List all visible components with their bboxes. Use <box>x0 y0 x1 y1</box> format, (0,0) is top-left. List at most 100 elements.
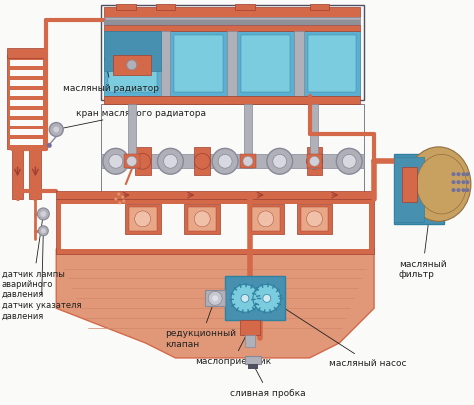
Circle shape <box>122 200 125 203</box>
Bar <box>9 140 43 146</box>
Text: датчик лампы
аварийного
давления: датчик лампы аварийного давления <box>1 217 64 298</box>
Circle shape <box>456 181 460 185</box>
Circle shape <box>37 209 49 220</box>
Bar <box>104 18 360 26</box>
Bar <box>9 130 43 136</box>
Text: маслоприемник: маслоприемник <box>195 331 272 365</box>
Bar <box>125 205 161 234</box>
Circle shape <box>41 229 46 234</box>
Circle shape <box>194 154 210 170</box>
Circle shape <box>40 211 46 217</box>
Circle shape <box>53 127 59 133</box>
Bar <box>248 364 258 369</box>
Circle shape <box>307 211 322 227</box>
Circle shape <box>452 189 456 193</box>
Bar <box>308 36 356 92</box>
Circle shape <box>462 189 465 193</box>
Text: масляный насос: масляный насос <box>279 305 407 367</box>
Bar <box>9 91 43 96</box>
Circle shape <box>310 157 319 167</box>
Bar <box>135 148 151 176</box>
Bar <box>297 205 332 234</box>
Ellipse shape <box>417 155 466 214</box>
Bar <box>104 21 360 26</box>
Circle shape <box>127 61 137 71</box>
Bar <box>29 150 41 200</box>
Circle shape <box>109 155 123 169</box>
Bar <box>113 56 151 76</box>
Bar <box>394 155 444 224</box>
Bar <box>56 200 374 254</box>
Circle shape <box>164 155 177 169</box>
Circle shape <box>267 149 292 175</box>
Bar <box>248 205 283 234</box>
Text: масляный
фильтр: масляный фильтр <box>399 224 447 278</box>
Bar <box>194 148 210 176</box>
Circle shape <box>47 143 52 149</box>
Bar <box>101 104 364 203</box>
Bar <box>240 320 260 335</box>
Text: редукционный
клапан: редукционный клапан <box>165 301 237 347</box>
Bar <box>227 32 237 96</box>
Text: кран масляного радиатора: кран масляного радиатора <box>59 108 206 130</box>
Circle shape <box>258 211 274 227</box>
Bar <box>310 5 329 11</box>
Circle shape <box>465 173 469 177</box>
Bar <box>293 32 303 96</box>
Bar <box>61 205 369 249</box>
Text: датчик указателя
давления: датчик указателя давления <box>1 234 81 320</box>
Bar <box>104 96 360 104</box>
Bar <box>101 6 364 100</box>
Circle shape <box>465 181 469 185</box>
Bar <box>9 120 43 126</box>
Bar <box>9 111 43 116</box>
Text: сливная пробка: сливная пробка <box>230 367 306 397</box>
Text: масляный радиатор: масляный радиатор <box>63 59 159 93</box>
Bar <box>245 335 255 347</box>
Circle shape <box>212 149 238 175</box>
Circle shape <box>243 157 253 167</box>
Bar <box>235 5 255 11</box>
Circle shape <box>231 285 259 313</box>
Circle shape <box>103 149 129 175</box>
Bar <box>104 32 161 96</box>
Bar <box>129 207 156 231</box>
Circle shape <box>273 155 287 169</box>
Bar <box>124 155 140 169</box>
Bar <box>394 158 424 222</box>
Bar <box>9 61 43 67</box>
Bar <box>101 104 364 203</box>
Ellipse shape <box>406 147 471 222</box>
Circle shape <box>218 155 232 169</box>
Circle shape <box>135 211 151 227</box>
Bar <box>307 155 322 169</box>
Bar <box>171 32 227 96</box>
Bar <box>241 36 290 92</box>
Circle shape <box>337 149 362 175</box>
Circle shape <box>462 181 465 185</box>
Circle shape <box>135 154 151 170</box>
Circle shape <box>465 189 469 193</box>
Circle shape <box>157 149 183 175</box>
Bar <box>174 36 223 92</box>
Circle shape <box>208 292 222 305</box>
Circle shape <box>241 294 249 303</box>
Bar <box>9 100 43 107</box>
Bar <box>9 81 43 87</box>
Circle shape <box>38 226 48 236</box>
Bar <box>244 104 252 169</box>
Circle shape <box>194 211 210 227</box>
Circle shape <box>456 189 460 193</box>
Bar <box>184 205 220 234</box>
Circle shape <box>118 193 120 196</box>
Circle shape <box>114 198 118 201</box>
Bar <box>303 32 360 96</box>
Bar <box>225 277 285 320</box>
Bar <box>101 155 364 169</box>
Bar <box>11 150 24 200</box>
Circle shape <box>253 285 281 313</box>
Circle shape <box>452 173 456 177</box>
Circle shape <box>342 155 356 169</box>
Bar <box>161 32 171 96</box>
Bar <box>108 36 156 92</box>
